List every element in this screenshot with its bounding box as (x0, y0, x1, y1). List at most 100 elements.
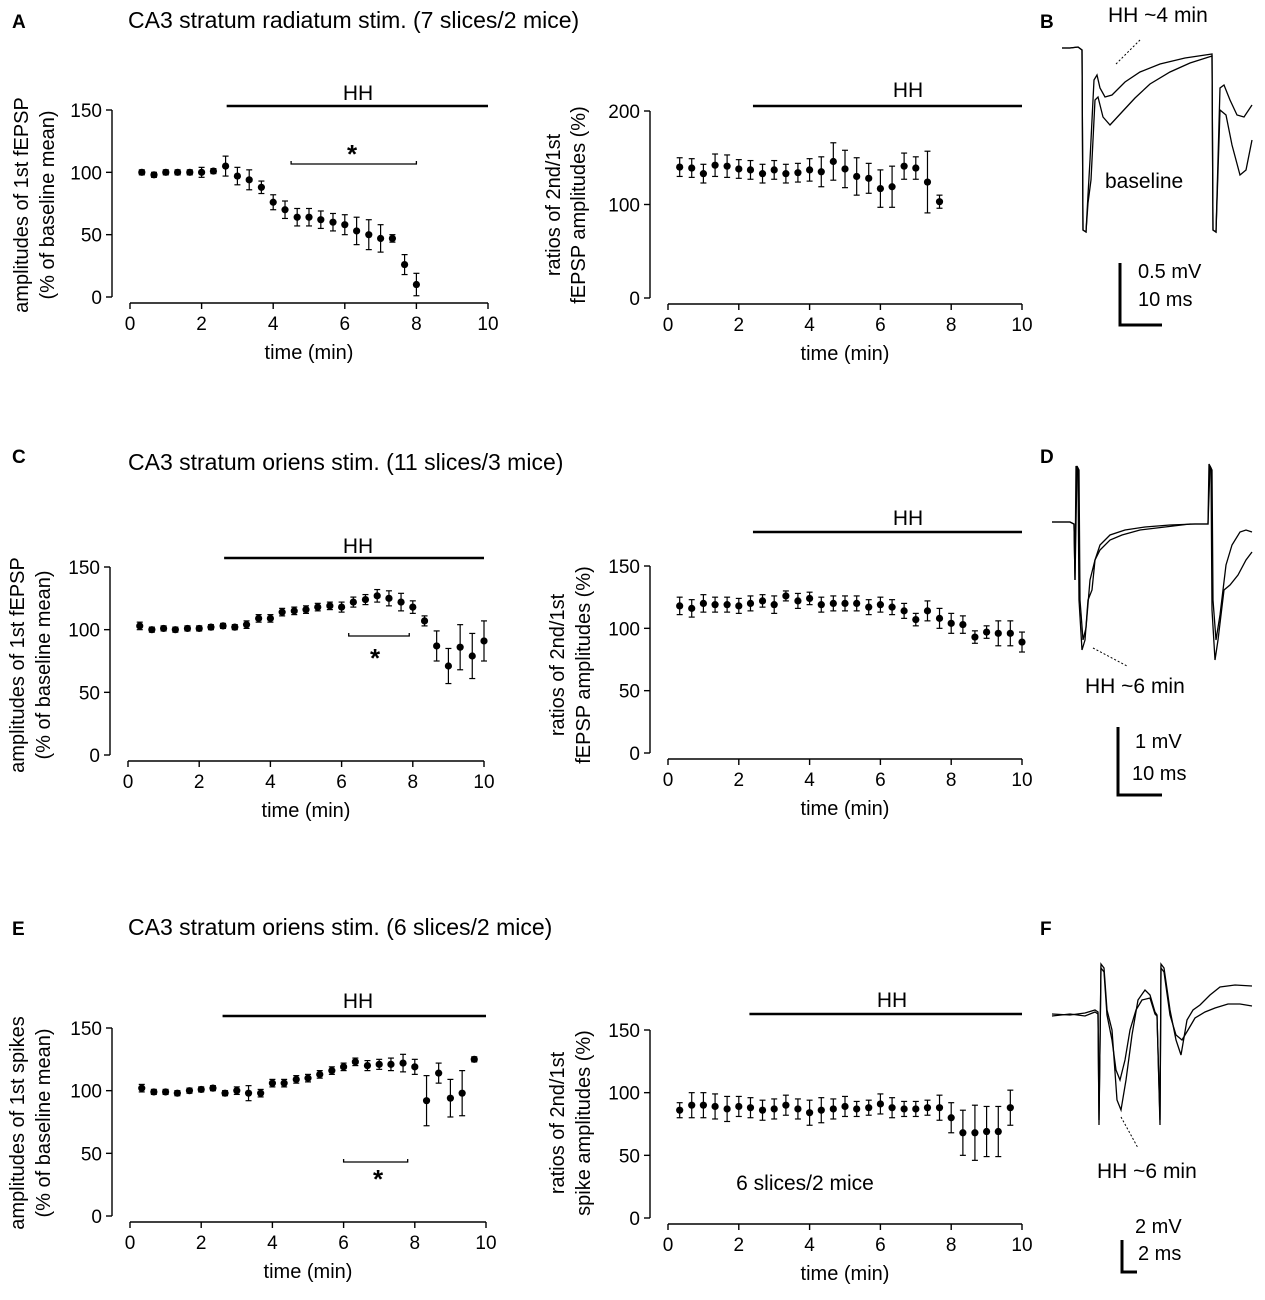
c-left-data-point (183, 624, 192, 633)
e-right-data-point (806, 1109, 814, 1117)
c-right-xtick-label: 8 (946, 770, 957, 791)
a-left-data-point (388, 234, 397, 243)
plot-c-left: 0 50 100 150 0 2 4 6 8 10 time (min) (68, 556, 495, 822)
e-left-data-point (435, 1069, 443, 1077)
c-left-data-point (302, 606, 310, 614)
c-left-data-point (231, 623, 239, 631)
e-right-xtick-label: 4 (804, 1235, 815, 1256)
c-left-hh-label: HH (343, 535, 373, 558)
a-right-data-point (841, 165, 849, 173)
c-right-ytick-label: 100 (608, 619, 640, 640)
c-left-ytick-label: 100 (68, 621, 100, 642)
c-left-data-point (326, 602, 334, 610)
a-right-data-point (735, 165, 743, 173)
a-right-hh-label: HH (893, 79, 923, 102)
e-right-data-point (829, 1105, 837, 1113)
c-right-data-point (723, 601, 731, 609)
e-right-data-point (971, 1129, 979, 1137)
e-right-data-point (947, 1114, 955, 1122)
a-right-xtick-label: 4 (804, 315, 815, 336)
e-left-data-point (185, 1087, 194, 1095)
e-left-data-point (328, 1067, 336, 1075)
e-right-data-point (746, 1104, 755, 1112)
a-left-data-point (377, 234, 385, 243)
e-left-xtick-label: 10 (475, 1233, 496, 1254)
a-left-data-point (233, 172, 241, 180)
e-left-data-point (375, 1060, 383, 1068)
a-left-data-point (353, 227, 361, 235)
e-right-data-point (876, 1100, 885, 1108)
e-right-data-point (735, 1102, 743, 1111)
c-right-ytick-label: 0 (629, 744, 640, 765)
c-left-data-point (338, 603, 346, 611)
b-scale-bar (1118, 263, 1162, 327)
c-right-xtick-label: 0 (663, 770, 674, 791)
a-left-ytick-label: 0 (91, 288, 102, 309)
e-left-data-point (340, 1063, 348, 1071)
e-right-data-point (994, 1127, 1002, 1136)
e-right-data-point (888, 1104, 896, 1112)
panel-letter-f: F (1040, 919, 1052, 940)
a-left-data-point (293, 213, 301, 221)
e-right-xtick-label: 0 (663, 1235, 674, 1256)
c-left-data-point (397, 598, 405, 606)
a-right-data-point (817, 168, 825, 176)
c-left-data-point (171, 626, 179, 634)
a-left-data-point (245, 176, 253, 184)
e-left-data-point (150, 1088, 158, 1096)
a-right-ylabel-line2: fEPSP amplitudes (%) (568, 106, 590, 304)
a-left-xtick-label: 10 (477, 314, 498, 335)
a-left-xtick-label: 0 (125, 314, 136, 335)
c-right-data-point (699, 599, 708, 608)
f-label-pointer (1120, 1116, 1139, 1149)
e-left-data-point (304, 1074, 312, 1082)
a-right-xtick-label: 2 (734, 315, 745, 336)
e-left-significance-bracket (342, 1159, 409, 1163)
b-scale-time: 10 ms (1138, 289, 1192, 311)
a-right-data-point (935, 198, 944, 206)
c-left-ytick-label: 50 (79, 683, 100, 704)
a-left-xtick-label: 4 (268, 314, 279, 335)
a-left-hh-label: HH (343, 82, 373, 105)
c-left-ytick-label: 150 (68, 558, 100, 579)
a-right-data-point (923, 178, 932, 186)
e-left-xtick-label: 8 (410, 1233, 421, 1254)
a-left-ytick-label: 150 (70, 101, 102, 122)
c-right-ylabel-line2: fEPSP amplitudes (%) (573, 566, 595, 764)
a-left-xtick-label: 2 (196, 314, 207, 335)
e-left-data-point (292, 1075, 300, 1083)
c-right-data-point (688, 604, 696, 612)
e-right-data-point (794, 1105, 802, 1113)
e-right-data-point (699, 1101, 708, 1109)
c-right-ylabel-line1: ratios of 2nd/1st (547, 593, 569, 736)
c-right-data-point (947, 619, 955, 627)
c-left-data-point (242, 621, 251, 629)
a-right-data-point (829, 157, 837, 166)
a-right-xlabel: time (min) (801, 343, 890, 365)
e-left-data-point (411, 1063, 419, 1071)
e-right-data-point (865, 1104, 873, 1112)
e-right-annotation: 6 slices/2 mice (736, 1172, 874, 1195)
c-left-data-point (148, 626, 156, 634)
plot-e-right: 0 50 100 150 0 2 4 6 8 10 time (min) (608, 1012, 1033, 1285)
e-right-data-point (935, 1104, 944, 1112)
a-left-data-point (412, 280, 420, 289)
e-right-data-point (853, 1105, 861, 1113)
e-right-ytick-label: 0 (629, 1209, 640, 1230)
e-right-data-point (841, 1102, 849, 1111)
e-right-data-point (723, 1105, 731, 1113)
a-right-data-point (888, 183, 896, 191)
a-left-significance-star: * (347, 139, 358, 169)
e-left-ytick-label: 150 (70, 1019, 102, 1040)
c-left-data-point (420, 617, 429, 625)
a-right-ytick-label: 100 (608, 196, 640, 217)
c-right-data-point (994, 629, 1002, 637)
c-right-data-point (770, 601, 778, 609)
a-right-data-point (723, 162, 731, 170)
c-right-data-point (971, 633, 979, 641)
c-left-significance-bracket (348, 633, 410, 637)
panel-letter-b: B (1040, 12, 1054, 33)
f-scale-bar (1120, 1240, 1137, 1274)
e-right-data-point (770, 1105, 778, 1113)
f-scale-time: 2 ms (1138, 1243, 1181, 1265)
